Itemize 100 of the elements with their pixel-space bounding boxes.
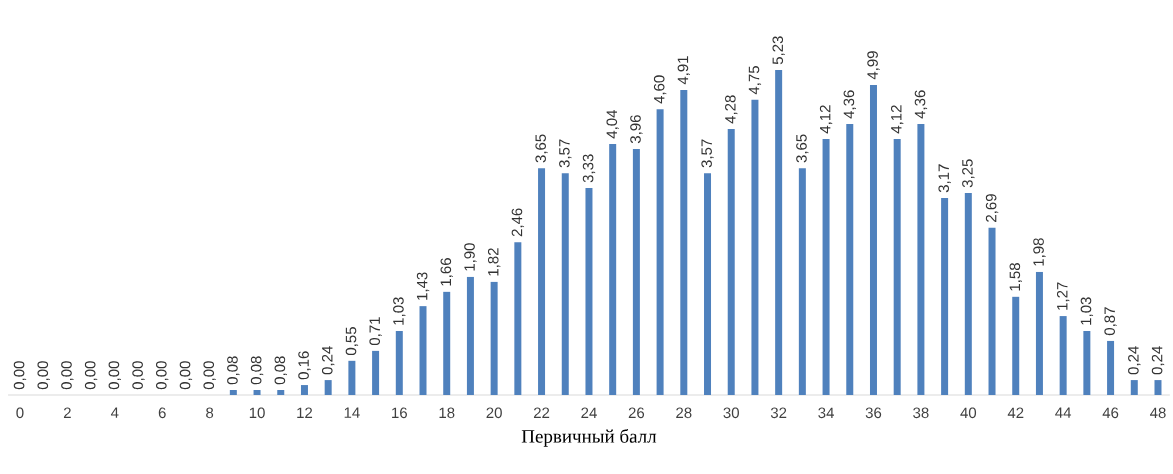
data-label: 0,08 — [274, 356, 287, 385]
bar — [917, 124, 925, 395]
data-label: 2,46 — [511, 208, 525, 237]
x-tick-label: 42 — [1007, 407, 1024, 418]
bar — [941, 198, 949, 395]
data-label: 0,00 — [13, 361, 27, 390]
data-label: 1,27 — [1056, 282, 1070, 310]
bar — [419, 306, 427, 395]
bar — [443, 291, 451, 395]
data-label: 1,03 — [1080, 297, 1094, 325]
data-label: 0,24 — [1128, 346, 1141, 375]
bar — [561, 173, 569, 395]
bar — [988, 227, 996, 395]
data-label: 0,00 — [132, 361, 145, 390]
bar — [277, 390, 285, 395]
x-tick-label: 4 — [110, 407, 119, 418]
data-label: 0,00 — [84, 361, 98, 390]
x-tick-label: 46 — [1102, 407, 1119, 419]
bar — [751, 99, 759, 395]
bar — [1083, 330, 1091, 395]
x-tick-label: 0 — [16, 407, 24, 419]
bar — [632, 148, 640, 395]
bar — [514, 242, 522, 395]
bar — [324, 380, 332, 395]
x-tick-label: 14 — [344, 407, 360, 418]
bar — [846, 124, 854, 395]
bar — [609, 143, 617, 395]
bar — [538, 168, 546, 395]
x-tick-label: 10 — [249, 407, 265, 419]
data-label: 4,12 — [891, 105, 904, 134]
data-label: 1,82 — [487, 248, 501, 276]
x-tick-label: 40 — [960, 407, 977, 419]
data-label: 3,65 — [535, 134, 548, 163]
bar — [300, 385, 308, 395]
x-tick-label: 22 — [533, 407, 550, 418]
data-label: 0,71 — [369, 317, 382, 346]
bar — [395, 330, 403, 395]
bar — [585, 188, 593, 395]
bar — [656, 109, 664, 395]
data-label: 0,00 — [61, 361, 74, 390]
x-tick-label: 32 — [770, 407, 787, 419]
x-tick-label: 30 — [723, 407, 739, 419]
bar — [490, 281, 498, 395]
data-label: 1,98 — [1033, 238, 1046, 266]
bar — [1012, 296, 1020, 395]
data-label: 4,12 — [819, 105, 833, 134]
x-tick-label: 38 — [913, 407, 929, 419]
bar — [348, 360, 356, 395]
bar — [1059, 316, 1067, 395]
x-tick-label: 2 — [63, 407, 71, 418]
data-label: 0,00 — [156, 361, 169, 390]
data-label: 3,65 — [796, 134, 809, 163]
data-label: 4,60 — [653, 75, 667, 104]
bar — [775, 69, 783, 395]
data-label: 3,57 — [701, 139, 714, 168]
bar — [1035, 271, 1043, 395]
x-tick-label: 36 — [865, 407, 882, 419]
bar — [1107, 340, 1115, 395]
data-label: 4,36 — [843, 90, 856, 119]
data-label: 4,36 — [914, 90, 928, 119]
bar — [1154, 380, 1162, 395]
data-label: 4,04 — [606, 109, 619, 139]
data-label: 4,91 — [677, 56, 691, 85]
data-label: 3,57 — [559, 139, 572, 168]
x-tick-label: 26 — [628, 407, 645, 419]
data-label: 0,08 — [227, 356, 240, 385]
bar — [798, 168, 806, 395]
x-tick-label: 24 — [581, 407, 597, 418]
bar — [229, 390, 237, 395]
data-label: 4,28 — [725, 95, 738, 124]
bar — [893, 138, 901, 395]
x-tick-label: 48 — [1149, 407, 1166, 419]
data-label: 5,23 — [772, 36, 785, 65]
data-label: 4,99 — [867, 51, 880, 80]
x-tick-label: 44 — [1055, 407, 1072, 418]
data-label: 0,24 — [321, 346, 335, 375]
data-label: 0,00 — [37, 361, 50, 390]
data-label: 0,55 — [345, 327, 359, 356]
bar — [372, 350, 380, 395]
data-label: 1,03 — [393, 297, 406, 325]
bar — [704, 173, 712, 395]
data-label: 0,16 — [298, 351, 311, 380]
x-tick-label: 34 — [818, 407, 834, 419]
x-tick-label: 6 — [158, 407, 166, 419]
x-tick-label: 8 — [206, 407, 214, 419]
data-label: 1,90 — [464, 243, 477, 271]
bar — [253, 390, 261, 395]
data-label: 0,00 — [203, 361, 216, 390]
bar — [964, 193, 972, 395]
bar — [727, 129, 735, 395]
data-label: 4,75 — [748, 66, 762, 95]
data-label: 3,33 — [582, 154, 596, 183]
x-tick-label: 28 — [676, 407, 692, 419]
bar — [466, 276, 474, 395]
data-label: 1,66 — [440, 258, 453, 286]
bar — [869, 84, 877, 395]
data-label: 0,08 — [250, 356, 264, 385]
bar — [680, 89, 688, 395]
x-axis-title: Первичный балл — [521, 428, 657, 447]
data-label: 2,69 — [985, 194, 999, 222]
